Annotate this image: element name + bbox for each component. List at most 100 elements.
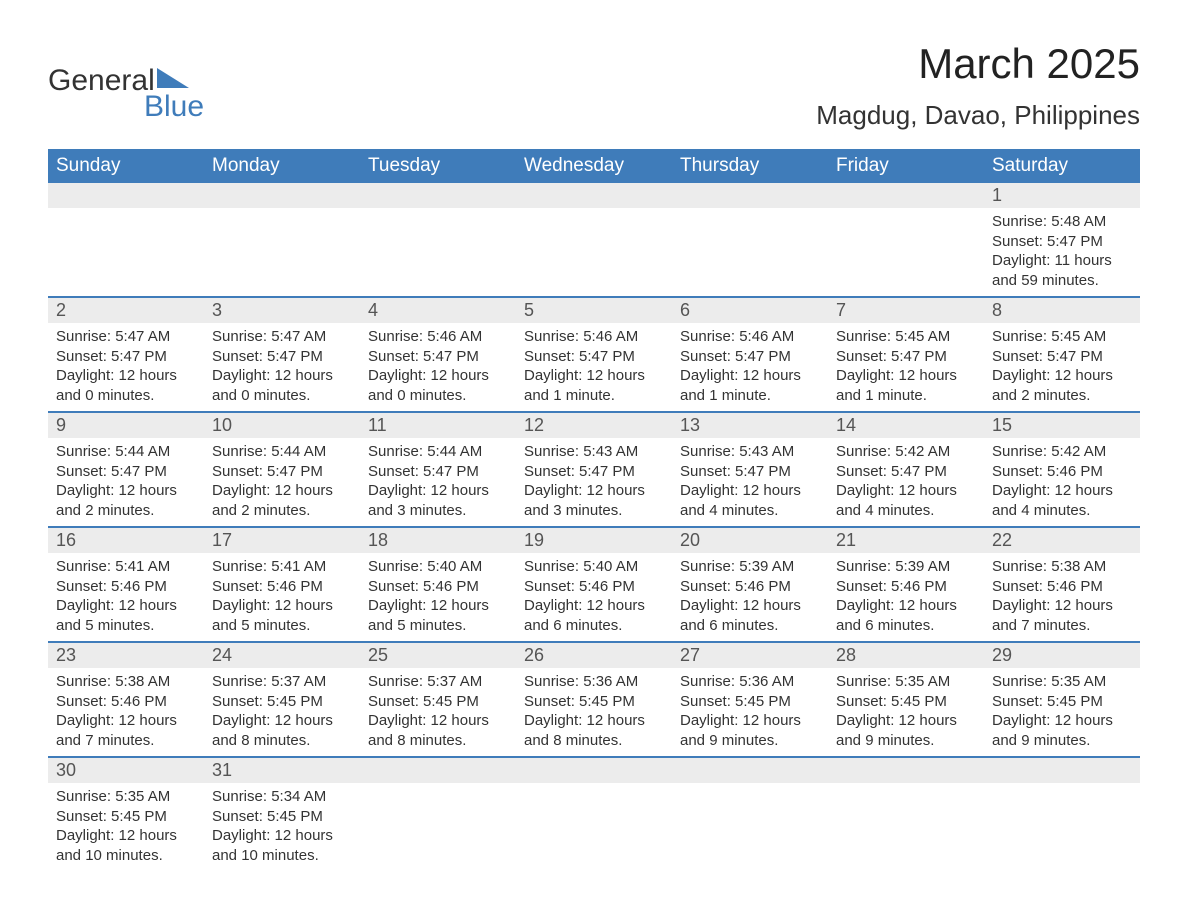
day-sunset: Sunset: 5:47 PM xyxy=(212,462,352,482)
day-body: Sunrise: 5:44 AMSunset: 5:47 PMDaylight:… xyxy=(204,438,360,526)
day-sunrise: Sunrise: 5:35 AM xyxy=(836,672,976,692)
day-number xyxy=(360,183,516,208)
day-sunset: Sunset: 5:45 PM xyxy=(56,807,196,827)
day-daylight: Daylight: 12 hours and 0 minutes. xyxy=(56,366,196,405)
day-sunrise: Sunrise: 5:45 AM xyxy=(836,327,976,347)
day-sunset: Sunset: 5:47 PM xyxy=(992,347,1132,367)
day-sunrise: Sunrise: 5:34 AM xyxy=(212,787,352,807)
day-sunset: Sunset: 5:47 PM xyxy=(836,462,976,482)
day-body xyxy=(360,208,516,238)
day-sunrise: Sunrise: 5:40 AM xyxy=(368,557,508,577)
calendar-header: SundayMondayTuesdayWednesdayThursdayFrid… xyxy=(48,149,1140,183)
day-body: Sunrise: 5:34 AMSunset: 5:45 PMDaylight:… xyxy=(204,783,360,871)
day-sunrise: Sunrise: 5:44 AM xyxy=(56,442,196,462)
calendar-week-row: 9Sunrise: 5:44 AMSunset: 5:47 PMDaylight… xyxy=(48,412,1140,527)
day-body: Sunrise: 5:45 AMSunset: 5:47 PMDaylight:… xyxy=(828,323,984,411)
day-sunset: Sunset: 5:46 PM xyxy=(212,577,352,597)
day-sunset: Sunset: 5:47 PM xyxy=(836,347,976,367)
calendar-week-row: 16Sunrise: 5:41 AMSunset: 5:46 PMDayligh… xyxy=(48,527,1140,642)
day-body: Sunrise: 5:40 AMSunset: 5:46 PMDaylight:… xyxy=(516,553,672,641)
day-daylight: Daylight: 12 hours and 9 minutes. xyxy=(680,711,820,750)
day-sunrise: Sunrise: 5:45 AM xyxy=(992,327,1132,347)
calendar-cell: 13Sunrise: 5:43 AMSunset: 5:47 PMDayligh… xyxy=(672,412,828,527)
calendar-cell: 17Sunrise: 5:41 AMSunset: 5:46 PMDayligh… xyxy=(204,527,360,642)
day-sunset: Sunset: 5:45 PM xyxy=(368,692,508,712)
day-sunrise: Sunrise: 5:47 AM xyxy=(56,327,196,347)
day-daylight: Daylight: 12 hours and 4 minutes. xyxy=(836,481,976,520)
day-number xyxy=(516,183,672,208)
day-body: Sunrise: 5:36 AMSunset: 5:45 PMDaylight:… xyxy=(516,668,672,756)
day-sunset: Sunset: 5:47 PM xyxy=(524,347,664,367)
day-body: Sunrise: 5:35 AMSunset: 5:45 PMDaylight:… xyxy=(984,668,1140,756)
calendar-cell: 10Sunrise: 5:44 AMSunset: 5:47 PMDayligh… xyxy=(204,412,360,527)
day-sunset: Sunset: 5:46 PM xyxy=(524,577,664,597)
calendar-cell: 29Sunrise: 5:35 AMSunset: 5:45 PMDayligh… xyxy=(984,642,1140,757)
day-number: 29 xyxy=(984,643,1140,668)
day-body: Sunrise: 5:46 AMSunset: 5:47 PMDaylight:… xyxy=(672,323,828,411)
day-sunset: Sunset: 5:47 PM xyxy=(56,462,196,482)
logo: General Blue xyxy=(48,64,204,122)
location: Magdug, Davao, Philippines xyxy=(816,100,1140,131)
day-body: Sunrise: 5:47 AMSunset: 5:47 PMDaylight:… xyxy=(204,323,360,411)
day-body: Sunrise: 5:41 AMSunset: 5:46 PMDaylight:… xyxy=(204,553,360,641)
day-number: 20 xyxy=(672,528,828,553)
day-number: 14 xyxy=(828,413,984,438)
calendar-cell: 27Sunrise: 5:36 AMSunset: 5:45 PMDayligh… xyxy=(672,642,828,757)
calendar-body: 1Sunrise: 5:48 AMSunset: 5:47 PMDaylight… xyxy=(48,183,1140,871)
day-number: 27 xyxy=(672,643,828,668)
calendar-cell: 5Sunrise: 5:46 AMSunset: 5:47 PMDaylight… xyxy=(516,297,672,412)
day-number xyxy=(204,183,360,208)
day-number: 23 xyxy=(48,643,204,668)
day-number: 3 xyxy=(204,298,360,323)
weekday-header: Sunday xyxy=(48,149,204,183)
day-body: Sunrise: 5:43 AMSunset: 5:47 PMDaylight:… xyxy=(516,438,672,526)
day-sunrise: Sunrise: 5:37 AM xyxy=(212,672,352,692)
day-daylight: Daylight: 12 hours and 1 minute. xyxy=(524,366,664,405)
month-title: March 2025 xyxy=(816,40,1140,88)
calendar-cell xyxy=(516,757,672,871)
day-sunrise: Sunrise: 5:39 AM xyxy=(680,557,820,577)
day-sunset: Sunset: 5:45 PM xyxy=(212,692,352,712)
calendar-cell: 23Sunrise: 5:38 AMSunset: 5:46 PMDayligh… xyxy=(48,642,204,757)
calendar-cell: 26Sunrise: 5:36 AMSunset: 5:45 PMDayligh… xyxy=(516,642,672,757)
day-number: 15 xyxy=(984,413,1140,438)
day-sunset: Sunset: 5:45 PM xyxy=(680,692,820,712)
day-number xyxy=(672,183,828,208)
day-daylight: Daylight: 12 hours and 10 minutes. xyxy=(56,826,196,865)
calendar-cell: 28Sunrise: 5:35 AMSunset: 5:45 PMDayligh… xyxy=(828,642,984,757)
day-sunrise: Sunrise: 5:36 AM xyxy=(680,672,820,692)
day-body: Sunrise: 5:45 AMSunset: 5:47 PMDaylight:… xyxy=(984,323,1140,411)
day-body xyxy=(672,208,828,238)
day-daylight: Daylight: 12 hours and 10 minutes. xyxy=(212,826,352,865)
day-number: 31 xyxy=(204,758,360,783)
calendar-cell: 12Sunrise: 5:43 AMSunset: 5:47 PMDayligh… xyxy=(516,412,672,527)
day-body xyxy=(672,783,828,813)
day-sunset: Sunset: 5:46 PM xyxy=(836,577,976,597)
day-daylight: Daylight: 12 hours and 0 minutes. xyxy=(368,366,508,405)
weekday-header: Tuesday xyxy=(360,149,516,183)
logo-word1: General xyxy=(48,66,155,96)
day-sunset: Sunset: 5:46 PM xyxy=(992,577,1132,597)
calendar-cell: 21Sunrise: 5:39 AMSunset: 5:46 PMDayligh… xyxy=(828,527,984,642)
day-body: Sunrise: 5:43 AMSunset: 5:47 PMDaylight:… xyxy=(672,438,828,526)
day-sunrise: Sunrise: 5:44 AM xyxy=(368,442,508,462)
day-body: Sunrise: 5:42 AMSunset: 5:47 PMDaylight:… xyxy=(828,438,984,526)
day-number: 25 xyxy=(360,643,516,668)
day-body: Sunrise: 5:46 AMSunset: 5:47 PMDaylight:… xyxy=(516,323,672,411)
day-daylight: Daylight: 12 hours and 7 minutes. xyxy=(56,711,196,750)
day-sunrise: Sunrise: 5:42 AM xyxy=(992,442,1132,462)
day-sunset: Sunset: 5:45 PM xyxy=(212,807,352,827)
weekday-header: Monday xyxy=(204,149,360,183)
day-sunset: Sunset: 5:47 PM xyxy=(212,347,352,367)
day-sunset: Sunset: 5:46 PM xyxy=(56,577,196,597)
day-sunrise: Sunrise: 5:43 AM xyxy=(524,442,664,462)
day-number: 30 xyxy=(48,758,204,783)
day-body: Sunrise: 5:36 AMSunset: 5:45 PMDaylight:… xyxy=(672,668,828,756)
day-sunset: Sunset: 5:45 PM xyxy=(992,692,1132,712)
day-sunrise: Sunrise: 5:35 AM xyxy=(56,787,196,807)
day-number: 21 xyxy=(828,528,984,553)
day-body: Sunrise: 5:44 AMSunset: 5:47 PMDaylight:… xyxy=(360,438,516,526)
day-daylight: Daylight: 12 hours and 0 minutes. xyxy=(212,366,352,405)
day-daylight: Daylight: 12 hours and 8 minutes. xyxy=(368,711,508,750)
calendar-cell: 6Sunrise: 5:46 AMSunset: 5:47 PMDaylight… xyxy=(672,297,828,412)
